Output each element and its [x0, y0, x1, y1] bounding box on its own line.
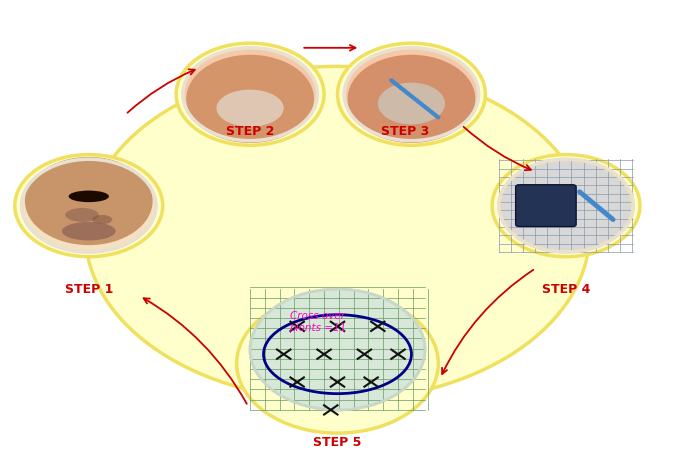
Circle shape	[22, 159, 156, 252]
Circle shape	[186, 55, 314, 143]
Ellipse shape	[237, 294, 438, 433]
Text: STEP 5: STEP 5	[313, 436, 362, 449]
Circle shape	[25, 157, 153, 245]
Ellipse shape	[15, 155, 163, 257]
Circle shape	[344, 48, 479, 141]
Ellipse shape	[62, 222, 115, 241]
Ellipse shape	[338, 43, 485, 145]
Circle shape	[183, 48, 317, 141]
Ellipse shape	[86, 66, 589, 401]
Text: STEP 1: STEP 1	[65, 283, 113, 296]
Ellipse shape	[492, 155, 640, 257]
Circle shape	[348, 55, 475, 143]
Ellipse shape	[92, 215, 112, 224]
FancyBboxPatch shape	[516, 185, 576, 226]
Text: STEP 3: STEP 3	[381, 125, 429, 138]
Ellipse shape	[217, 90, 284, 127]
Circle shape	[502, 162, 630, 250]
Text: STEP 2: STEP 2	[226, 125, 274, 138]
Circle shape	[499, 159, 633, 252]
Ellipse shape	[65, 208, 99, 222]
Circle shape	[250, 289, 425, 410]
Ellipse shape	[176, 43, 324, 145]
Circle shape	[250, 289, 425, 410]
Ellipse shape	[69, 191, 109, 202]
Text: Cross over
pionts =11: Cross over pionts =11	[289, 311, 346, 333]
Text: STEP 4: STEP 4	[542, 283, 590, 296]
Ellipse shape	[378, 83, 445, 124]
